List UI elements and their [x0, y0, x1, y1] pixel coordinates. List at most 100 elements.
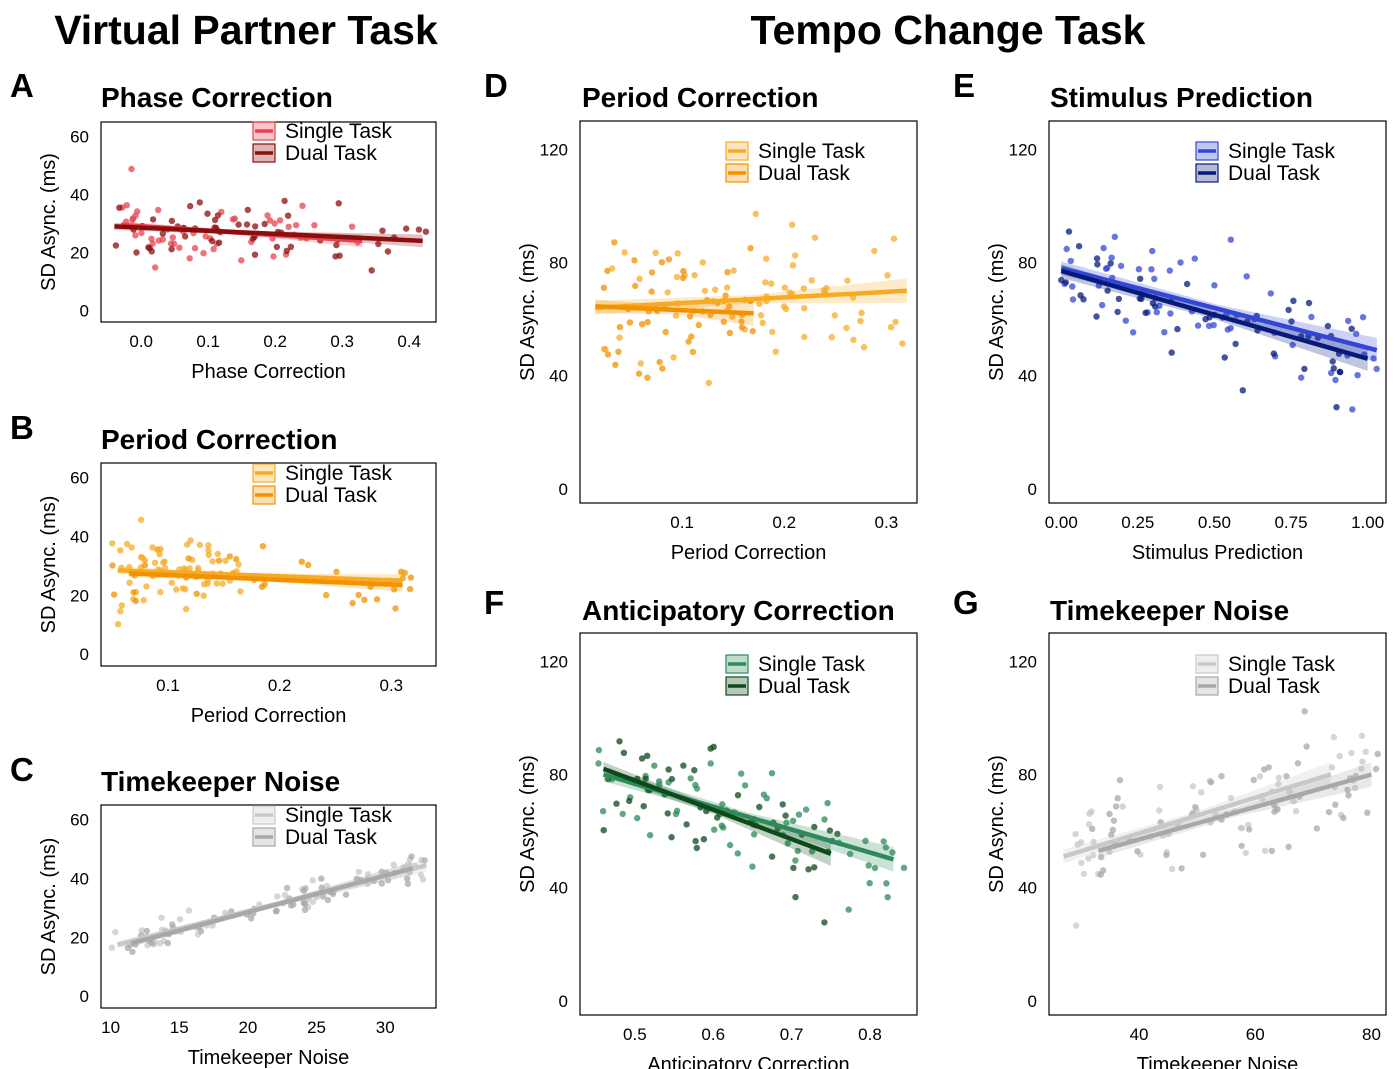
data-point [711, 826, 718, 833]
data-point [233, 555, 240, 563]
data-point [768, 280, 775, 287]
header-tempo-change: Tempo Change Task [751, 7, 1146, 53]
data-point [319, 893, 327, 900]
x-tick-label: 40 [1130, 1025, 1149, 1044]
data-point [1210, 321, 1217, 329]
data-point [668, 775, 676, 783]
data-point [632, 282, 639, 290]
data-point [749, 328, 756, 335]
data-point [1114, 795, 1121, 802]
data-point [164, 939, 171, 947]
data-point [1333, 404, 1340, 411]
data-point [1119, 803, 1126, 810]
data-point [1108, 831, 1115, 838]
data-point [626, 319, 634, 326]
data-point [373, 596, 381, 603]
regression-line [1060, 265, 1378, 353]
data-point [1116, 776, 1124, 784]
data-point [644, 752, 651, 759]
x-axis-label: Phase Correction [191, 361, 346, 383]
y-tick-label: 60 [70, 469, 89, 488]
y-tick-label: 20 [70, 928, 89, 947]
x-tick-label: 15 [170, 1018, 189, 1037]
data-point [651, 762, 658, 769]
data-point [182, 605, 190, 613]
data-point [324, 896, 332, 904]
data-point [616, 323, 624, 331]
data-point [1325, 808, 1333, 816]
data-point [155, 206, 162, 214]
data-point [1374, 750, 1381, 758]
data-point [858, 309, 865, 316]
data-point [1138, 295, 1145, 302]
y-axis-label: SD Async. (ms) [38, 496, 60, 634]
regression-line [602, 766, 832, 856]
plot-frame [1048, 120, 1387, 504]
data-point [284, 212, 292, 219]
legend-label: Single Task [285, 804, 393, 827]
data-point [168, 246, 175, 253]
regression-line [595, 304, 754, 316]
data-point [200, 250, 207, 257]
data-point [1221, 354, 1228, 361]
data-point [355, 591, 362, 599]
data-point [375, 240, 382, 248]
data-point [831, 312, 838, 319]
panel-title: Anticipatory Correction [582, 595, 895, 626]
data-point [792, 893, 799, 901]
data-point [662, 328, 669, 336]
data-point [173, 586, 180, 593]
data-point [158, 914, 165, 921]
data-point [1345, 792, 1352, 799]
data-point [686, 313, 694, 320]
data-point [333, 568, 340, 575]
data-point [332, 253, 339, 260]
data-point [1301, 708, 1308, 715]
data-point [801, 305, 808, 312]
data-point [781, 284, 788, 291]
data-point [114, 621, 122, 628]
data-point [1232, 340, 1239, 348]
regression-line [117, 568, 403, 583]
data-point [616, 334, 623, 341]
data-point [1340, 814, 1347, 822]
data-point [187, 202, 194, 210]
x-axis-label: Timekeeper Noise [188, 1047, 350, 1069]
data-point [1067, 257, 1075, 265]
data-point [889, 849, 896, 856]
data-point [1106, 810, 1113, 818]
data-point [403, 225, 410, 232]
data-point [128, 165, 135, 173]
data-point [422, 228, 430, 235]
legend-label: Dual Task [1228, 162, 1320, 185]
y-tick-label: 20 [70, 243, 89, 262]
data-point [118, 602, 126, 609]
data-point [368, 267, 375, 274]
plot-area [109, 516, 415, 628]
data-point [152, 264, 159, 271]
x-axis-label: Anticipatory Correction [647, 1054, 849, 1069]
x-tick-label: 0.1 [156, 676, 180, 695]
data-point [208, 237, 216, 245]
data-point [1194, 322, 1202, 329]
data-point [756, 300, 763, 307]
data-point [259, 543, 267, 550]
data-point [128, 544, 135, 551]
data-point [664, 810, 671, 817]
data-point [789, 817, 797, 824]
data-point [213, 580, 220, 587]
data-point [811, 864, 818, 871]
data-point [1156, 807, 1163, 814]
data-point [600, 345, 608, 353]
y-tick-label: 60 [70, 127, 89, 146]
data-point [391, 586, 398, 593]
x-tick-label: 0.3 [380, 676, 404, 695]
data-point [1100, 244, 1107, 252]
data-point [1199, 851, 1207, 858]
data-point [404, 880, 412, 888]
data-point [780, 303, 788, 310]
data-point [200, 592, 207, 599]
data-point [1135, 266, 1143, 273]
data-point [1351, 784, 1359, 792]
